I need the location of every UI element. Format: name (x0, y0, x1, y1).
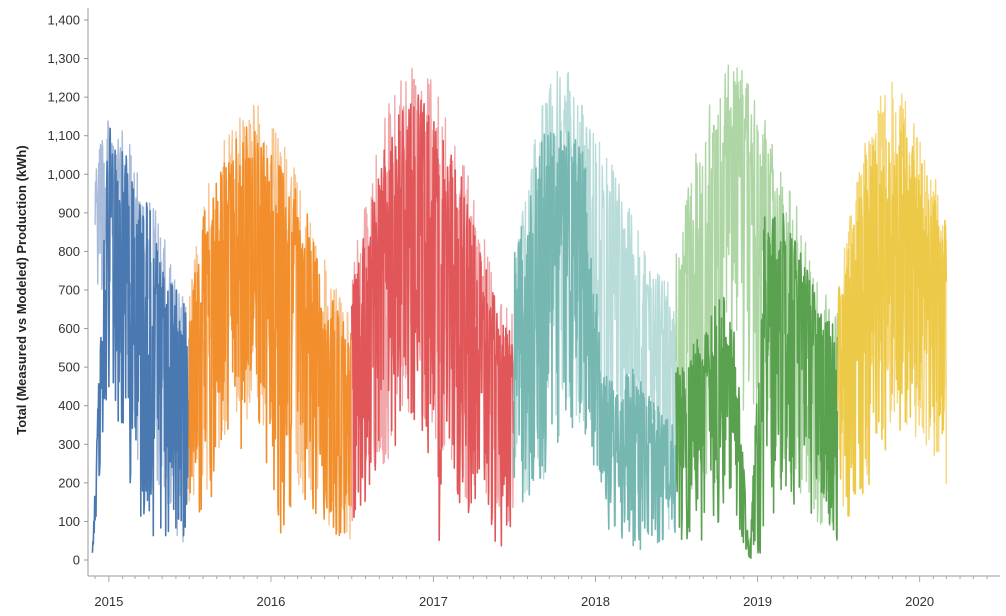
y-tick-label: 1,100 (47, 128, 80, 143)
y-tick-label: 300 (58, 437, 80, 452)
y-axis-title: Total (Measured vs Modeled) Production (… (14, 145, 29, 434)
y-tick-label: 1,000 (47, 167, 80, 182)
series-line-measured (675, 213, 839, 560)
x-tick-label: 2019 (743, 594, 772, 609)
x-ticks: 2015 2016 2017 2018 2019 2020 (94, 576, 988, 609)
y-ticks: 0 100 200 300 400 500 600 700 800 900 1,000 1,100 1,… (47, 13, 88, 568)
y-tick-label: 200 (58, 475, 80, 490)
y-tick-label: 1,300 (47, 51, 80, 66)
y-tick-label: 1,200 (47, 90, 80, 105)
x-tick-label: 2015 (94, 594, 123, 609)
series-line-measured (188, 126, 353, 537)
y-tick-label: 500 (58, 360, 80, 375)
y-tick-label: 1,400 (47, 13, 80, 28)
y-tick-label: 0 (73, 553, 80, 568)
series-layer (91, 64, 948, 560)
y-tick-label: 100 (58, 514, 80, 529)
y-tick-label: 900 (58, 205, 80, 220)
y-tick-label: 600 (58, 321, 80, 336)
y-tick-label: 400 (58, 398, 80, 413)
series-line-measured (350, 94, 515, 547)
x-tick-label: 2017 (419, 594, 448, 609)
axis-layer (87, 8, 1000, 577)
x-tick-label: 2018 (581, 594, 610, 609)
y-tick-label: 700 (58, 283, 80, 298)
series-line-measured (91, 127, 190, 553)
x-tick-label: 2020 (905, 594, 934, 609)
y-tick-label: 800 (58, 244, 80, 259)
x-tick-label: 2016 (256, 594, 285, 609)
series-line-measured (513, 130, 677, 550)
series-line-measured (837, 124, 948, 517)
